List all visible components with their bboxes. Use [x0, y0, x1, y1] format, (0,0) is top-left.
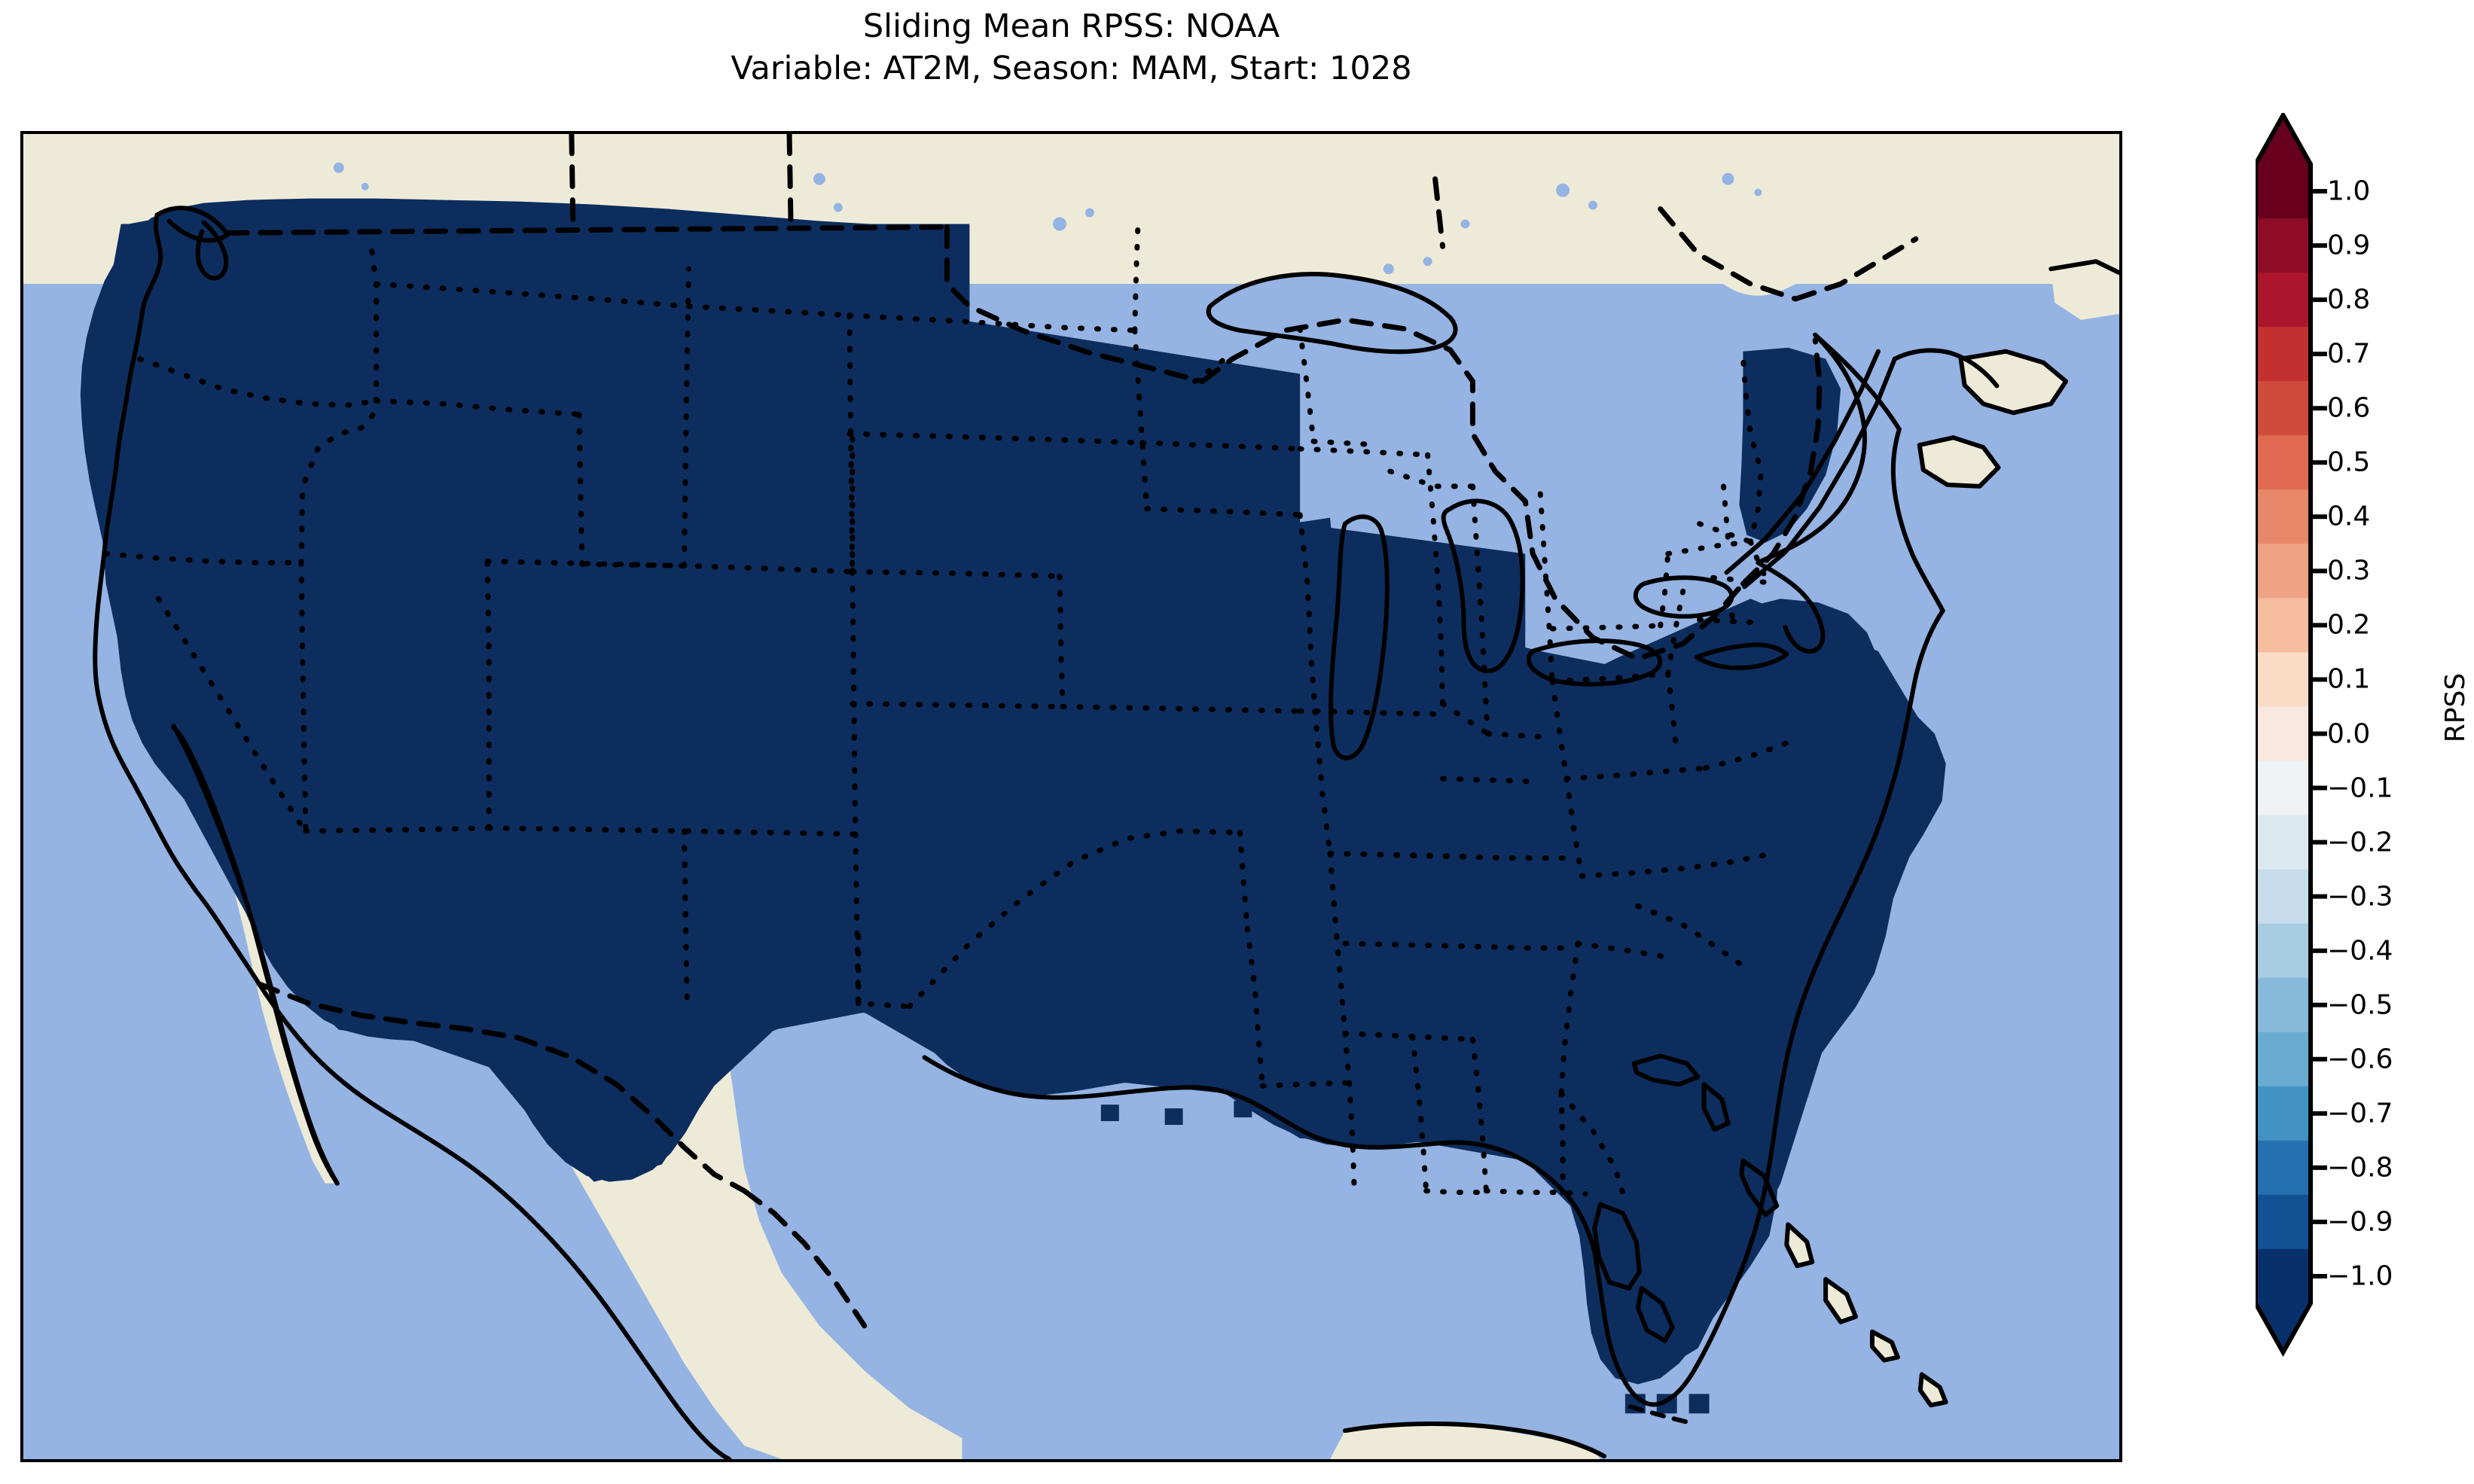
colorbar-band — [2256, 544, 2311, 599]
colorbar-tick-label: 0.0 — [2327, 718, 2371, 749]
map-canvas — [23, 134, 2119, 1459]
colorbar-band — [2256, 273, 2311, 328]
colorbar-band — [2256, 1248, 2311, 1304]
colorbar-tick-label: −0.1 — [2327, 772, 2393, 804]
colorbar-tick-label: −0.8 — [2327, 1152, 2393, 1184]
chart-title: Sliding Mean RPSS: NOAA Variable: AT2M, … — [0, 6, 2143, 90]
colorbar-band — [2256, 1194, 2311, 1250]
coastlines — [93, 206, 2119, 1459]
title-line-secondary: Variable: AT2M, Season: MAM, Start: 1028 — [731, 49, 1412, 87]
colorbar-tick-label: 0.1 — [2327, 663, 2371, 695]
colorbar-bands — [2256, 115, 2311, 1352]
colorbar: 1.0 0.9 0.8 0.7 0.6 0.5 0.4 0.3 0.2 0.1 0.0 −0.1 −0.… — [2256, 113, 2474, 1363]
colorbar-extend-high — [2256, 115, 2311, 164]
state-boundaries — [103, 227, 1791, 1209]
colorbar-axis-label: RPSS — [2440, 672, 2471, 743]
country-borders — [224, 134, 1919, 1329]
title-line-primary: Sliding Mean RPSS: NOAA — [862, 8, 1280, 45]
colorbar-band — [2256, 706, 2311, 762]
colorbar-tick-label: −0.5 — [2327, 989, 2393, 1021]
colorbar-tick-label: −0.3 — [2327, 881, 2393, 913]
colorbar-tick-label: −0.7 — [2327, 1098, 2393, 1129]
colorbar-band — [2256, 598, 2311, 654]
colorbar-band — [2256, 1140, 2311, 1196]
colorbar-tick-label: 0.9 — [2327, 230, 2371, 261]
map-axes-frame — [20, 131, 2122, 1462]
colorbar-tick-label: −0.6 — [2327, 1044, 2393, 1075]
colorbar-tick-label: 0.6 — [2327, 392, 2371, 424]
colorbar-band — [2256, 815, 2311, 870]
colorbar-tick-label: −0.2 — [2327, 827, 2393, 858]
colorbar-tick-label: 0.8 — [2327, 284, 2371, 315]
colorbar-band — [2256, 977, 2311, 1033]
colorbar-tick-label: 0.5 — [2327, 446, 2371, 478]
colorbar-tick-label: 0.3 — [2327, 555, 2371, 587]
colorbar-band — [2256, 489, 2311, 544]
colorbar-band — [2256, 869, 2311, 925]
colorbar-tick-label: 1.0 — [2327, 175, 2371, 207]
colorbar-band — [2256, 1031, 2311, 1087]
colorbar-band — [2256, 218, 2311, 273]
colorbar-band — [2256, 327, 2311, 382]
colorbar-band — [2256, 923, 2311, 979]
colorbar-tick-label: 0.4 — [2327, 501, 2371, 532]
colorbar-tick-label: −0.9 — [2327, 1206, 2393, 1238]
colorbar-band — [2256, 164, 2311, 219]
colorbar-band — [2256, 381, 2311, 436]
colorbar-band — [2256, 1086, 2311, 1141]
colorbar-tick-label: 0.2 — [2327, 609, 2371, 641]
colorbar-outline — [2256, 113, 2313, 1358]
colorbar-band — [2256, 760, 2311, 816]
colorbar-svg[interactable] — [2256, 113, 2474, 1393]
colorbar-band — [2256, 435, 2311, 490]
colorbar-ticks — [2311, 189, 2327, 1278]
colorbar-extend-low — [2256, 1303, 2311, 1352]
colorbar-tick-label: −0.4 — [2327, 935, 2393, 967]
colorbar-band — [2256, 652, 2311, 708]
colorbar-tick-label: −1.0 — [2327, 1260, 2393, 1292]
colorbar-tick-label: 0.7 — [2327, 338, 2371, 370]
